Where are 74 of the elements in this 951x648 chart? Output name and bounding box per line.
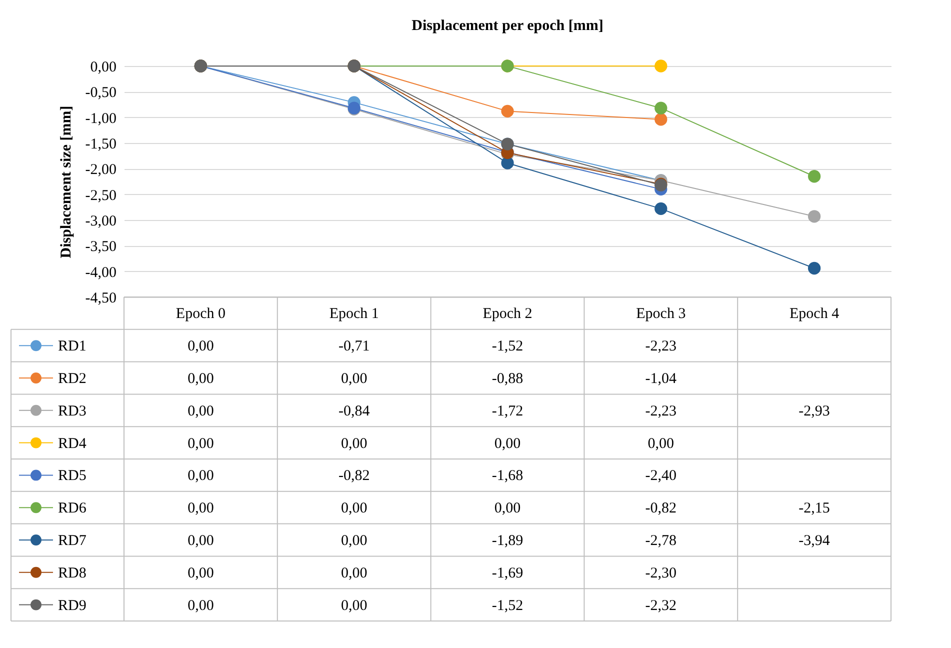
data-label: -2,23 <box>645 403 677 420</box>
data-label: -2,40 <box>645 468 677 484</box>
y-tick-label: -4,50 <box>85 290 116 306</box>
data-label: 0,00 <box>494 500 521 517</box>
point <box>654 113 668 126</box>
data-label: -1,68 <box>492 468 524 484</box>
legend-label: RD1 <box>58 338 86 355</box>
data-label: -2,93 <box>798 403 830 420</box>
point <box>501 104 514 118</box>
legend-label: RD2 <box>58 371 86 387</box>
data-label: -1,52 <box>492 598 524 614</box>
data-label: -1,04 <box>645 371 678 387</box>
data-label: -3,94 <box>798 533 830 549</box>
data-label: 0,00 <box>340 598 368 614</box>
data-label: 0,00 <box>188 371 214 387</box>
data-label: 0,00 <box>188 338 214 355</box>
x-tick-label: Epoch 4 <box>790 306 840 322</box>
legend-label: RD7 <box>58 533 87 549</box>
data-label: 0,00 <box>340 371 368 387</box>
legend-label: RD8 <box>58 565 86 582</box>
data-label: 0,00 <box>188 533 214 549</box>
y-tick-label: -3,50 <box>85 239 116 256</box>
y-axis-title: Displacement size [mm] <box>58 106 74 258</box>
data-label: 0,00 <box>188 500 214 517</box>
data-label: 0,00 <box>648 436 674 452</box>
point <box>654 102 668 114</box>
point <box>654 60 668 72</box>
y-tick-label: -2,00 <box>85 162 116 178</box>
data-label: 0,00 <box>188 598 214 614</box>
x-tick-label: Epoch 3 <box>636 306 686 322</box>
data-label: 0,00 <box>340 500 368 517</box>
data-label: -2,23 <box>645 338 677 355</box>
x-tick-label: Epoch 2 <box>482 306 532 322</box>
data-label: 0,00 <box>188 436 214 452</box>
data-label: -2,78 <box>645 533 677 549</box>
x-tick-label: Epoch 0 <box>176 306 226 322</box>
data-label: 0,00 <box>340 436 368 452</box>
point <box>808 262 821 275</box>
data-label: -2,30 <box>645 565 677 582</box>
y-tick-label: -3,00 <box>85 214 116 230</box>
legend-label: RD6 <box>58 500 87 517</box>
data-label: 0,00 <box>340 533 368 549</box>
data-label: -0,71 <box>338 338 370 355</box>
chart-title: Displacement per epoch [mm] <box>412 18 604 34</box>
point <box>808 210 821 223</box>
data-label: -2,32 <box>645 598 677 614</box>
legend-label: RD9 <box>58 598 86 614</box>
x-tick-label: Epoch 1 <box>329 306 379 322</box>
data-label: -1,72 <box>492 403 524 420</box>
data-label: -1,69 <box>492 565 524 582</box>
data-label: -0,82 <box>338 468 370 484</box>
data-label: -0,82 <box>645 500 677 517</box>
data-label: -1,89 <box>492 533 524 549</box>
legend-label: RD5 <box>58 468 86 484</box>
data-label: -0,88 <box>492 371 524 387</box>
point <box>654 202 668 216</box>
y-tick-label: -4,00 <box>85 264 116 281</box>
data-label: 0,00 <box>188 565 214 582</box>
data-label: -0,84 <box>338 403 370 420</box>
data-label: 0,00 <box>188 468 214 484</box>
y-tick-label: -1,50 <box>85 136 116 152</box>
y-tick-label: 0,00 <box>90 60 116 76</box>
point <box>501 156 514 170</box>
point <box>808 170 821 183</box>
data-label: -1,52 <box>492 338 524 355</box>
y-tick-label: -0,50 <box>85 85 116 102</box>
y-tick-label: -1,00 <box>85 110 116 127</box>
legend-label: RD3 <box>58 403 86 420</box>
data-label: -2,15 <box>798 500 830 517</box>
legend-label: RD4 <box>58 436 87 452</box>
y-tick-label: -2,50 <box>85 188 116 204</box>
data-label: 0,00 <box>340 565 368 582</box>
data-label: 0,00 <box>188 403 214 420</box>
data-label: 0,00 <box>494 436 521 452</box>
